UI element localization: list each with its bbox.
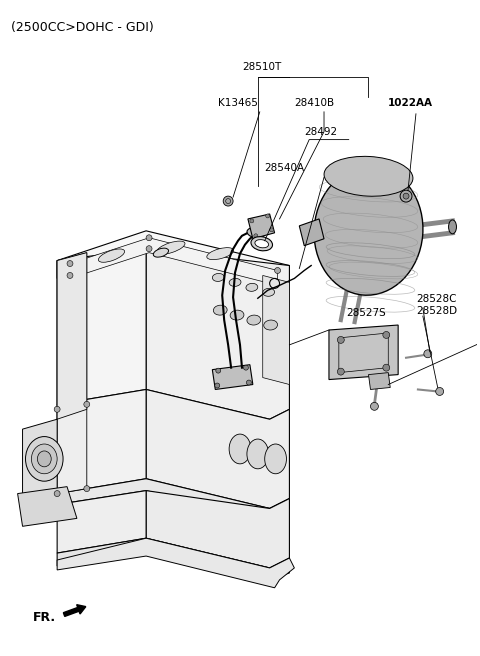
Circle shape (254, 234, 258, 237)
Polygon shape (57, 231, 289, 280)
Text: (2500CC>DOHC - GDI): (2500CC>DOHC - GDI) (11, 20, 154, 33)
Circle shape (403, 193, 409, 199)
Polygon shape (23, 419, 57, 508)
Circle shape (246, 380, 252, 385)
Circle shape (337, 368, 344, 375)
Text: FR.: FR. (33, 611, 56, 624)
Text: K13465: K13465 (218, 98, 258, 108)
Text: 28527S: 28527S (347, 308, 386, 318)
Ellipse shape (229, 278, 241, 287)
Polygon shape (18, 487, 77, 526)
Ellipse shape (230, 310, 244, 320)
Circle shape (250, 219, 254, 223)
Polygon shape (57, 253, 87, 419)
Text: 1022AA: 1022AA (388, 98, 433, 108)
FancyArrow shape (63, 605, 86, 617)
Ellipse shape (213, 305, 227, 315)
Circle shape (223, 196, 233, 206)
Ellipse shape (37, 451, 51, 467)
Circle shape (270, 228, 274, 232)
Circle shape (84, 485, 90, 491)
Circle shape (243, 365, 249, 370)
Ellipse shape (98, 249, 125, 262)
Polygon shape (57, 538, 294, 588)
Circle shape (146, 246, 152, 252)
Text: 28528C: 28528C (416, 294, 456, 304)
Circle shape (54, 491, 60, 497)
Ellipse shape (448, 220, 456, 234)
Ellipse shape (212, 274, 224, 281)
Circle shape (400, 190, 412, 202)
Text: 28510T: 28510T (242, 62, 281, 72)
Ellipse shape (25, 437, 63, 482)
Polygon shape (263, 276, 289, 384)
Circle shape (371, 402, 378, 410)
Circle shape (67, 272, 73, 278)
Ellipse shape (247, 228, 264, 238)
Ellipse shape (153, 248, 168, 257)
Ellipse shape (263, 289, 275, 297)
Circle shape (84, 401, 90, 407)
Circle shape (67, 260, 73, 266)
Ellipse shape (32, 444, 57, 474)
Ellipse shape (264, 444, 287, 474)
Polygon shape (70, 237, 277, 285)
Polygon shape (57, 249, 146, 404)
Polygon shape (57, 390, 146, 493)
Polygon shape (369, 373, 390, 390)
Circle shape (383, 364, 390, 371)
Polygon shape (248, 214, 275, 239)
Circle shape (275, 268, 280, 274)
Polygon shape (57, 479, 289, 518)
Circle shape (54, 406, 60, 412)
Ellipse shape (255, 239, 269, 248)
Circle shape (383, 331, 390, 338)
Text: 28410B: 28410B (294, 98, 335, 108)
Text: 28540A: 28540A (264, 163, 305, 173)
Polygon shape (212, 365, 253, 390)
Ellipse shape (246, 283, 258, 291)
Polygon shape (300, 219, 324, 246)
Ellipse shape (247, 439, 269, 469)
Ellipse shape (324, 156, 413, 196)
Ellipse shape (207, 248, 234, 260)
Polygon shape (146, 249, 289, 419)
Ellipse shape (251, 237, 273, 251)
Ellipse shape (264, 320, 277, 330)
Ellipse shape (156, 241, 185, 255)
Circle shape (266, 214, 270, 218)
Text: 28528D: 28528D (416, 306, 457, 316)
Ellipse shape (314, 167, 423, 295)
Polygon shape (146, 390, 289, 508)
Circle shape (424, 350, 432, 358)
Ellipse shape (229, 434, 251, 464)
Polygon shape (57, 491, 146, 553)
Circle shape (146, 235, 152, 241)
Circle shape (436, 388, 444, 396)
Polygon shape (329, 325, 398, 380)
Text: 28492: 28492 (304, 127, 337, 136)
Polygon shape (57, 538, 289, 580)
Polygon shape (57, 253, 87, 493)
Circle shape (337, 337, 344, 343)
Circle shape (216, 368, 221, 373)
Polygon shape (146, 491, 289, 568)
Circle shape (215, 383, 220, 388)
Ellipse shape (247, 315, 261, 325)
